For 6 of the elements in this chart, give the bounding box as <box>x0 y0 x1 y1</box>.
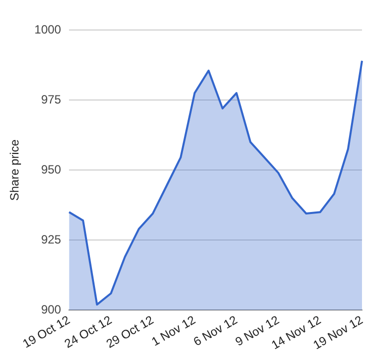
y-tick-label: 1000 <box>34 22 62 36</box>
y-tick-label: 925 <box>41 232 62 246</box>
y-tick-label: 900 <box>41 302 62 316</box>
y-tick-label: 975 <box>41 92 62 106</box>
y-axis-title: Share price <box>8 139 22 201</box>
y-tick-label: 950 <box>41 162 62 176</box>
